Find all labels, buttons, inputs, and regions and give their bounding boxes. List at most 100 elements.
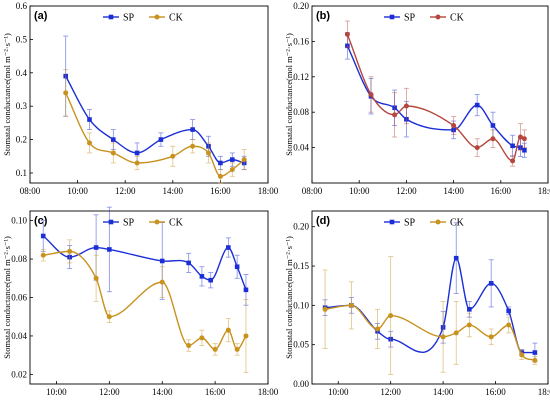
data-point [490, 123, 496, 128]
x-tick-label: 16:00 [210, 186, 231, 196]
data-point [506, 308, 511, 314]
plot-frame [29, 5, 269, 184]
panel-b: 08:00 10:00 12:00 14:00 16:00 18:00 0.04 0.08 0.… [284, 1, 550, 196]
y-tick-label: 0.10 [11, 216, 27, 226]
data-point [368, 92, 374, 97]
data-point [199, 274, 205, 279]
legend: SP CK [103, 13, 184, 24]
legend-item-sp: SP [103, 13, 135, 24]
data-point [158, 137, 164, 142]
data-point [348, 302, 354, 308]
series-line [325, 304, 536, 362]
x-tick-label: 12:00 [99, 387, 120, 397]
legend-label: SP [123, 218, 135, 229]
y-tick-label: 0.4 [16, 68, 28, 78]
legend-item-ck: CK [430, 13, 465, 24]
y-tick-label: 0.10 [293, 300, 309, 310]
y-axis-label: Stomatal conductance(mol m⁻²·s⁻¹) [284, 33, 294, 156]
data-point [488, 281, 494, 286]
y-axis-label: Stomatal conductance(mol m⁻²·s⁻¹) [2, 236, 12, 359]
data-point [217, 173, 223, 179]
panel-c: 10:00 12:00 14:00 16:00 18:00 0.02 0.04 0.06 0.0… [2, 206, 279, 397]
data-point [519, 352, 525, 358]
data-point [230, 157, 235, 162]
data-point [226, 245, 231, 250]
y-tick-label: 0.20 [293, 222, 309, 232]
data-point [206, 150, 211, 156]
data-point [243, 333, 249, 339]
series-ck [40, 239, 249, 373]
series-line [42, 235, 247, 291]
y-tick-label: 0.04 [293, 143, 309, 153]
data-point [106, 314, 112, 320]
data-point [229, 167, 235, 173]
legend-label: CK [169, 218, 184, 229]
data-point [521, 136, 527, 142]
data-point [87, 117, 92, 122]
y-tick-label: 0.05 [293, 340, 309, 350]
y-tick-label: 0.5 [16, 34, 28, 44]
data-point [199, 335, 205, 341]
x-tick-label: 16:00 [205, 387, 226, 397]
series-line [65, 92, 245, 178]
x-tick-label: 14:00 [163, 186, 184, 196]
legend-item-ck: CK [149, 13, 184, 24]
data-point [388, 313, 394, 319]
y-tick-label: 0.16 [293, 36, 309, 46]
data-point [403, 103, 409, 109]
legend-item-ck: CK [430, 218, 465, 229]
x-tick-label: 08:00 [20, 186, 41, 196]
x-tick-label: 18:00 [258, 186, 279, 196]
data-point [93, 275, 99, 281]
y-axis-label: Stomatal conductance(mol m⁻²·s⁻¹) [284, 236, 294, 359]
legend-label: CK [450, 13, 465, 24]
data-point [186, 260, 191, 266]
data-point [392, 112, 398, 118]
data-point [159, 258, 165, 264]
legend-item-sp: SP [384, 218, 416, 229]
data-point [453, 330, 459, 336]
series-line [65, 75, 245, 164]
legend: SP CK [384, 218, 465, 229]
data-point [218, 160, 223, 166]
y-axis-label: Stomatal conductance(mol m⁻²·s⁻¹) [2, 33, 12, 156]
data-point [453, 255, 459, 261]
x-tick-label: 18:00 [258, 387, 279, 397]
x-tick-label: 10:00 [67, 186, 88, 196]
data-point [375, 326, 381, 332]
data-point [241, 157, 247, 163]
series-sp [63, 35, 247, 171]
data-point [63, 90, 69, 96]
data-point [93, 245, 99, 250]
x-tick-label: 10:00 [349, 186, 370, 196]
data-point [212, 346, 218, 352]
data-point [134, 150, 140, 156]
data-point [532, 350, 538, 355]
data-point [517, 134, 523, 140]
x-tick-label: 14:00 [443, 186, 464, 196]
series-ck [63, 69, 247, 184]
y-tick-label: 0.1 [16, 168, 27, 178]
y-tick-label: 0.20 [293, 1, 309, 11]
y-tick-label: 0.15 [293, 261, 309, 271]
data-point [532, 357, 538, 363]
legend-label: SP [404, 13, 416, 24]
data-point [159, 279, 165, 285]
y-tick-label: 0.02 [11, 369, 27, 379]
y-tick-label: 0.2 [16, 135, 27, 145]
x-tick-label: 16:00 [491, 186, 512, 196]
data-point [208, 277, 214, 283]
panel-letter: (d) [316, 215, 330, 227]
data-point [466, 322, 472, 328]
y-tick-label: 0.00 [293, 379, 309, 389]
legend-label: CK [450, 218, 465, 229]
data-point [134, 160, 140, 166]
data-point [107, 247, 112, 252]
y-tick-label: 0.3 [16, 101, 28, 111]
x-tick-label: 16:00 [485, 387, 506, 397]
legend: SP CK [103, 218, 184, 229]
data-point [40, 252, 46, 258]
panel-a: 08:00 10:00 12:00 14:00 16:00 18:00 0.1 0.2 0.3 0… [2, 1, 279, 196]
panel-letter: (b) [316, 10, 330, 22]
series-line [346, 34, 525, 162]
